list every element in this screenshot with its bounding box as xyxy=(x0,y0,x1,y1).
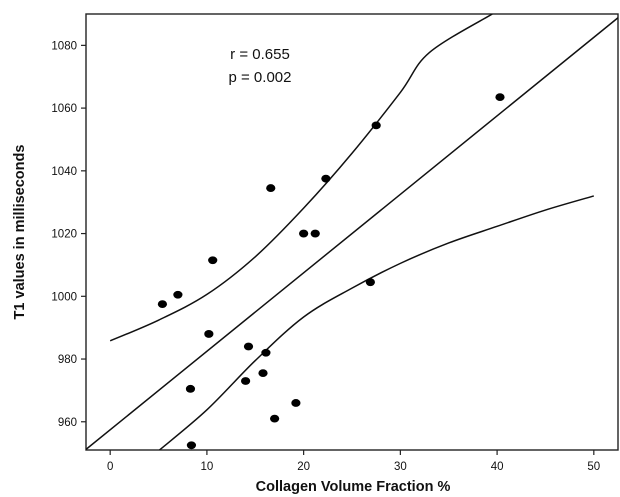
x-axis: 0 10 20 30 40 50 xyxy=(107,450,600,473)
data-point xyxy=(266,184,276,192)
x-axis-title: Collagen Volume Fraction % xyxy=(256,479,451,495)
y-tick-label: 1000 xyxy=(51,291,77,303)
data-point xyxy=(204,330,214,338)
data-point xyxy=(173,290,183,299)
data-point xyxy=(157,300,168,309)
data-point xyxy=(495,93,505,102)
y-tick-label: 1080 xyxy=(51,40,77,52)
points-layer xyxy=(157,93,505,450)
annotation-r: r = 0.655 xyxy=(230,46,290,63)
regression-line xyxy=(86,17,618,450)
data-point xyxy=(365,278,375,287)
x-tick-label: 40 xyxy=(491,461,504,473)
upper-confidence-curve xyxy=(109,14,493,342)
data-point xyxy=(299,229,309,238)
x-tick-label: 0 xyxy=(107,461,113,473)
data-point xyxy=(310,229,320,238)
data-point xyxy=(208,256,218,265)
annotation-p: p = 0.002 xyxy=(229,69,292,86)
x-tick-label: 20 xyxy=(297,461,310,473)
y-tick-label: 980 xyxy=(58,354,77,366)
data-point xyxy=(291,399,301,407)
data-point xyxy=(185,384,196,393)
data-point xyxy=(270,414,280,423)
y-axis: 960 980 1000 1020 1040 1060 1080 xyxy=(51,40,86,429)
y-tick-label: 1040 xyxy=(51,166,77,178)
y-tick-label: 1020 xyxy=(51,229,77,241)
x-tick-label: 50 xyxy=(587,461,600,473)
data-point xyxy=(243,342,254,351)
data-point xyxy=(321,174,331,183)
data-point xyxy=(261,348,271,357)
data-point xyxy=(258,369,268,378)
x-tick-label: 10 xyxy=(201,461,214,473)
data-point xyxy=(186,441,197,450)
y-tick-label: 1060 xyxy=(51,103,77,115)
data-point xyxy=(371,121,381,130)
y-tick-label: 960 xyxy=(58,417,77,429)
y-axis-title: T1 values in milliseconds xyxy=(12,145,28,320)
fit-line-layer xyxy=(86,17,618,450)
x-tick-label: 30 xyxy=(394,461,407,473)
data-point xyxy=(241,377,251,385)
